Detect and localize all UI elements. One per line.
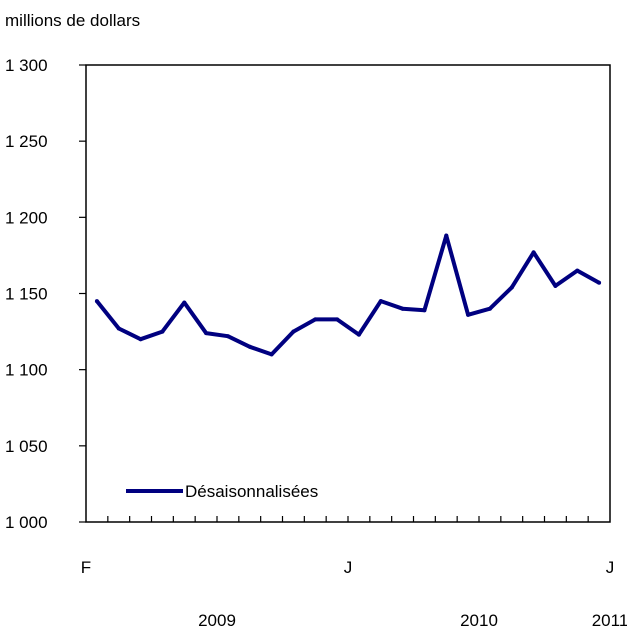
data-point — [597, 280, 602, 285]
y-axis-label: millions de dollars — [5, 11, 140, 30]
axis-ticks: 1 000 1 050 1 100 1 150 1 200 1 250 1 300 F J J 20… — [5, 56, 627, 630]
legend-label: Désaisonnalisées — [185, 482, 318, 501]
data-point — [160, 329, 165, 334]
data-point — [204, 331, 209, 336]
data-point — [553, 283, 558, 288]
y-tick-label: 1 050 — [5, 437, 48, 456]
data-point — [378, 299, 383, 304]
data-point — [575, 268, 580, 273]
x-year-label: 2010 — [460, 611, 498, 630]
y-tick-label: 1 000 — [5, 513, 48, 532]
y-tick-label: 1 200 — [5, 208, 48, 227]
data-point — [466, 312, 471, 317]
y-tick-label: 1 250 — [5, 132, 48, 151]
data-point — [487, 306, 492, 311]
data-point — [247, 344, 252, 349]
legend: Désaisonnalisées — [126, 482, 318, 501]
y-tick-label: 1 300 — [5, 56, 48, 75]
data-point — [116, 326, 121, 331]
data-point — [291, 329, 296, 334]
data-point — [225, 334, 230, 339]
data-point — [400, 306, 405, 311]
series-line — [95, 233, 601, 357]
x-month-label: J — [344, 558, 353, 577]
x-year-label: 2009 — [198, 611, 236, 630]
y-tick-label: 1 100 — [5, 361, 48, 380]
plot-frame — [85, 64, 611, 523]
data-point — [269, 352, 274, 357]
x-month-label: F — [81, 558, 91, 577]
data-point — [444, 233, 449, 238]
data-point — [356, 332, 361, 337]
y-tick-label: 1 150 — [5, 285, 48, 304]
x-year-label: 2011 — [592, 611, 627, 630]
data-point — [509, 285, 514, 290]
x-month-label: J — [606, 558, 615, 577]
data-point — [313, 317, 318, 322]
data-point — [422, 308, 427, 313]
series-layer — [94, 233, 602, 357]
data-point — [335, 317, 340, 322]
data-point — [94, 299, 99, 304]
data-point — [182, 300, 187, 305]
data-point — [531, 250, 536, 255]
data-point — [138, 337, 143, 342]
